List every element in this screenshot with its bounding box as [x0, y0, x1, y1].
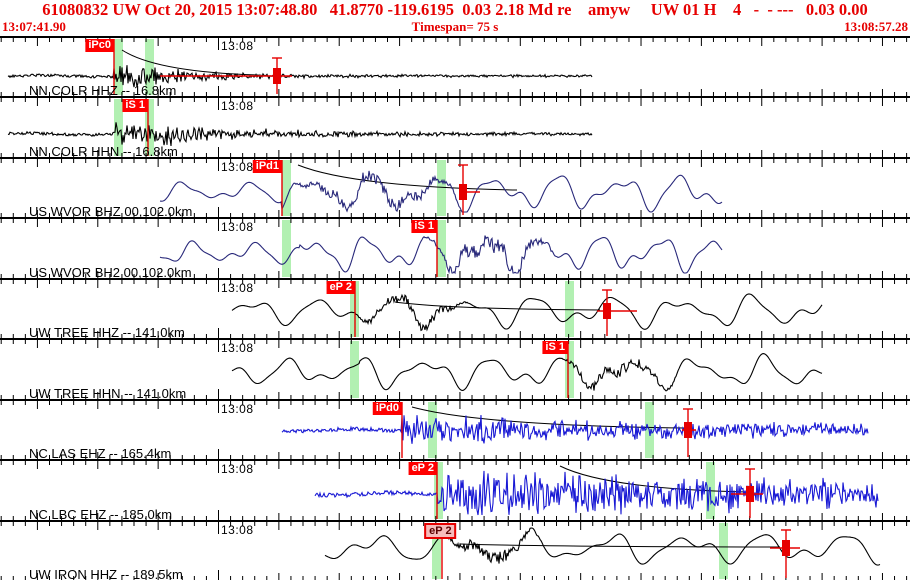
seismogram-trace	[7, 65, 593, 88]
phase-window-band	[437, 160, 446, 216]
trace-panel-1[interactable]: 13:08 iPc0 NN COLR HHZ -- 16.8km	[0, 36, 910, 98]
trace-panel-9[interactable]: 13:08 eP 2 UW IRON HHZ -- 189.5km	[0, 520, 910, 580]
phase-window-band	[719, 523, 728, 579]
phase-window-band	[437, 220, 446, 277]
station-channel-label: NC LAS EHZ -- 165.4km	[29, 446, 172, 461]
pick-flag[interactable]: iS 1	[411, 220, 437, 233]
seismogram-trace	[159, 235, 723, 275]
station-channel-label: US WVOR BH2 00,102.0km	[29, 265, 192, 280]
minute-time-label: 13:08	[221, 523, 254, 537]
coda-envelope-curve	[121, 49, 259, 76]
station-channel-label: NN COLR HHN -- 16.8km	[29, 144, 178, 159]
trace-panel-2[interactable]: 13:08 iS 1 NN COLR HHN -- 16.8km	[0, 96, 910, 159]
phase-window-band	[350, 341, 359, 398]
coda-duration-marker[interactable]	[770, 529, 800, 578]
waveform-canvas	[0, 340, 908, 399]
seismogram-trace	[159, 170, 723, 213]
minute-time-label: 13:08	[221, 160, 254, 174]
trace-panel-4[interactable]: 13:08 iS 1 US WVOR BH2 00,102.0km	[0, 217, 910, 280]
waveform-canvas	[0, 522, 908, 580]
trace-panel-8[interactable]: 13:08 eP 2 NC LBC EHZ -- 185.0km	[0, 459, 910, 522]
coda-duration-marker[interactable]	[597, 289, 637, 336]
minute-time-label: 13:08	[221, 99, 254, 113]
coda-duration-marker[interactable]	[458, 164, 480, 215]
minute-time-label: 13:08	[221, 39, 254, 53]
waveform-canvas	[0, 219, 908, 278]
event-summary-line: 61080832 UW Oct 20, 2015 13:07:48.80 41.…	[42, 0, 868, 19]
phase-window-band	[565, 281, 574, 337]
phase-window-band	[282, 220, 291, 277]
seismogram-trace	[281, 415, 869, 444]
waveform-canvas	[0, 98, 908, 157]
coda-envelope-curve	[559, 465, 747, 493]
pick-flag[interactable]: eP 2	[408, 462, 437, 475]
seismogram-trace	[314, 470, 879, 516]
minute-time-label: 13:08	[221, 402, 254, 416]
minute-time-label: 13:08	[221, 341, 254, 355]
phase-window-band	[282, 160, 291, 216]
phase-window-band	[565, 341, 574, 398]
phase-window-band	[434, 462, 443, 519]
pick-flag[interactable]: eP 2	[326, 281, 355, 294]
station-channel-label: NN COLR HHZ -- 16.8km	[29, 83, 177, 98]
station-channel-label: UW TREE HHN -- 141.0km	[29, 386, 187, 401]
seismogram-trace	[324, 527, 881, 566]
phase-window-band	[432, 523, 441, 579]
minute-time-label: 13:08	[221, 462, 254, 476]
seismogram-trace	[7, 122, 593, 146]
pick-flag[interactable]: iPc0	[85, 39, 114, 52]
pick-flag[interactable]: iPd1	[252, 160, 282, 173]
station-channel-label: UW TREE HHZ -- 141.0km	[29, 325, 185, 340]
station-channel-label: UW IRON HHZ -- 189.5km	[29, 567, 183, 580]
minute-time-label: 13:08	[221, 281, 254, 295]
station-channel-label: NC LBC EHZ -- 185.0km	[29, 507, 173, 522]
trace-panel-7[interactable]: 13:08 iPd0 NC LAS EHZ -- 165.4km	[0, 399, 910, 461]
waveform-canvas	[0, 401, 908, 459]
pick-flag[interactable]: eP 2	[424, 523, 457, 539]
window-start-time: 13:07:41.90	[2, 19, 66, 34]
pick-flag[interactable]: iS 1	[542, 341, 568, 354]
coda-envelope-curve	[411, 406, 685, 429]
trace-panel-6[interactable]: 13:08 iS 1 UW TREE HHN -- 141.0km	[0, 338, 910, 401]
seismogram-trace	[231, 293, 823, 332]
seismogram-trace	[231, 353, 823, 392]
timespan-label: Timespan= 75 s	[411, 19, 499, 34]
waveform-canvas	[0, 461, 908, 520]
waveform-canvas	[0, 38, 908, 96]
waveform-canvas	[0, 159, 908, 217]
coda-duration-marker[interactable]	[731, 468, 763, 518]
time-ruler-header: 13:07:41.90 Timespan= 75 s 13:08:57.28	[0, 19, 910, 36]
coda-duration-marker[interactable]	[682, 408, 696, 457]
coda-duration-marker[interactable]	[160, 57, 292, 94]
trace-panel-3[interactable]: 13:08 iPd1 US WVOR BHZ 00,102.0km	[0, 157, 910, 219]
phase-window-band	[114, 39, 123, 95]
pick-flag[interactable]: iPd0	[372, 402, 402, 415]
coda-envelope-curve	[297, 164, 518, 191]
minute-time-label: 13:08	[221, 220, 254, 234]
phase-window-band	[145, 39, 154, 95]
window-end-time: 13:08:57.28	[844, 19, 908, 34]
coda-envelope-curve	[459, 543, 781, 548]
trace-panel-5[interactable]: 13:08 eP 2 UW TREE HHZ -- 141.0km	[0, 278, 910, 340]
phase-window-band	[114, 99, 123, 156]
waveform-canvas	[0, 280, 908, 338]
coda-envelope-curve	[394, 301, 601, 311]
station-channel-label: US WVOR BHZ 00,102.0km	[29, 204, 193, 219]
pick-flag[interactable]: iS 1	[122, 99, 148, 112]
